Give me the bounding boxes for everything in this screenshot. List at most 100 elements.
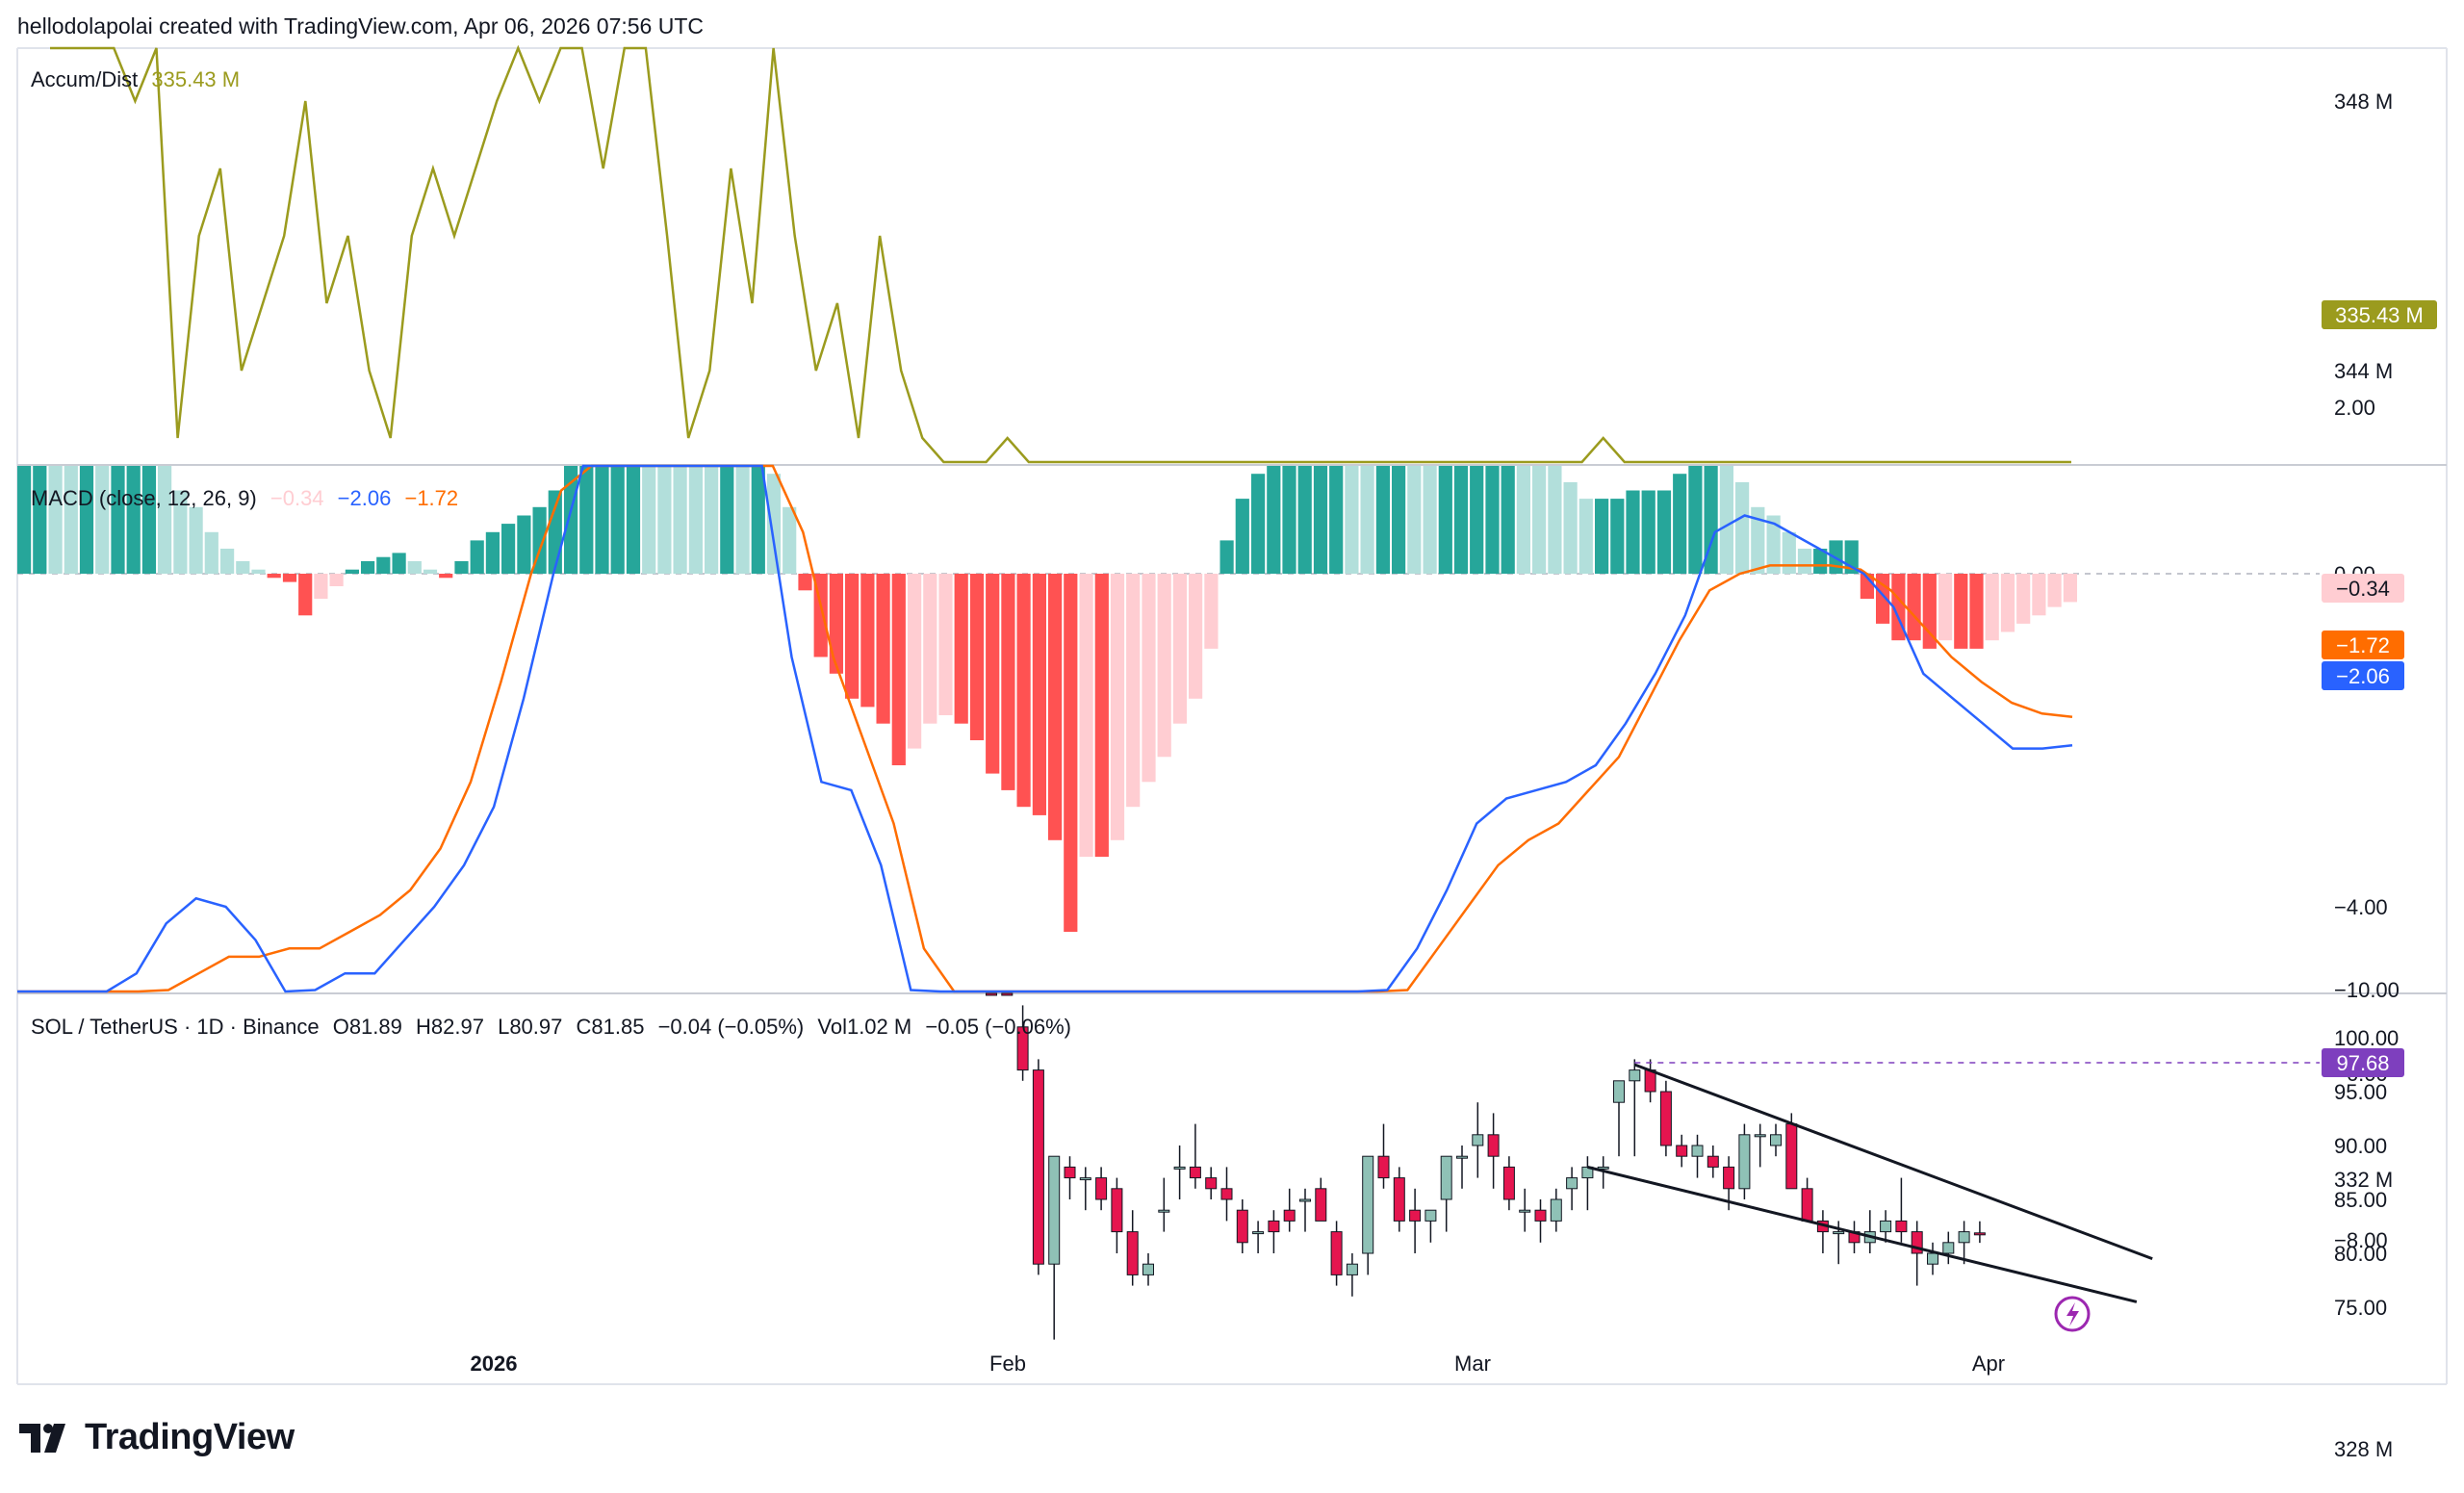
candle-body [1927,1252,1938,1265]
price-axis-label: 80.00 [2334,1242,2387,1266]
candle-body [1487,1134,1500,1157]
macd-histogram-bar [1126,574,1141,808]
trendline-upper [1633,1063,2153,1261]
macd-histogram-bar [1578,499,1593,574]
candle-body [1126,1231,1139,1275]
macd-histogram-bar [329,574,344,586]
macd-histogram-bar [1938,574,1953,641]
macd-histogram-bar [439,574,453,579]
macd-axis-label: 2.00 [2334,396,2375,420]
candle-body [1691,1145,1704,1157]
price-panel [986,992,2320,1340]
macd-histogram-bar [1282,466,1296,574]
macd-histogram-bar [1251,474,1266,574]
macd-histogram-bar [392,553,406,574]
price-axis-label: 75.00 [2334,1296,2387,1320]
macd-histogram-bar [564,466,578,574]
macd-histogram-bar [407,561,422,574]
candle-body [1629,1069,1641,1082]
macd-histogram-bar [64,466,78,574]
tradingview-logo[interactable]: TradingView [19,1417,295,1458]
macd-histogram-bar [1813,549,1828,574]
tradingview-wordmark: TradingView [85,1417,295,1457]
macd-histogram-bar [938,574,953,715]
candle-body [1770,1134,1782,1146]
candle-body [1911,1231,1923,1254]
signal-tag-text: −1.72 [2336,633,2390,657]
macd-histogram-bar [1907,574,1921,641]
macd-histogram-bar [2047,574,2062,607]
ad-axis-label: 328 M [2334,1437,2393,1461]
macd-histogram-bar [1016,574,1031,808]
macd-histogram-bar [1563,481,1578,574]
candle-body [1597,1166,1609,1170]
accum-dist-panel [50,44,2071,464]
macd-histogram-bar [1532,466,1547,574]
candle-body [1440,1155,1452,1200]
macd-histogram-bar [891,574,906,765]
candle-body [1895,1220,1908,1233]
candle-body [1016,1026,1029,1071]
macd-histogram-bar [1219,540,1234,574]
macd-tag-text: −2.06 [2336,664,2390,688]
macd-histogram-bar [1548,466,1562,574]
macd-histogram-bar [236,561,250,574]
candle-body [1377,1155,1390,1179]
ad-legend-value: 335.43 M [151,67,241,91]
ad-axis-label: 344 M [2334,359,2393,383]
candle-body [1001,992,1014,996]
macd-histogram-bar [1189,574,1203,699]
macd-histogram-bar [501,524,516,574]
macd-histogram-bar [345,569,359,574]
macd-histogram-bar [1626,490,1640,574]
macd-histogram-bar [204,531,218,575]
macd-tag [2322,661,2404,690]
macd-histogram-bar [673,466,687,574]
candle-body [1393,1177,1405,1222]
ad-legend: Accum/Dist 335.43 M [31,67,247,92]
macd-legend: MACD (close, 12, 26, 9) −0.34 −2.06 −1.7… [31,486,466,511]
macd-histogram-bar [595,466,609,574]
candle-body [1550,1198,1562,1222]
volume-label: Vol1.02 M [817,1015,912,1039]
macd-histogram-bar [189,506,203,574]
candle-body [1566,1177,1578,1190]
macd-line [17,464,2073,993]
high-price-tag-text: 97.68 [2336,1051,2389,1075]
macd-histogram-bar [126,466,141,574]
ad-line [50,44,2071,464]
lightning-bolt-shape [2066,1302,2079,1326]
macd-histogram-bar [1032,574,1046,815]
macd-histogram-bar [485,531,500,575]
macd-histogram-bar [79,466,94,574]
candle-body [1299,1198,1311,1202]
candle-body [1205,1177,1218,1190]
macd-histogram-bar [282,574,297,582]
ohlc-open: O81.89 [332,1015,402,1039]
macd-histogram-bar [1110,574,1125,840]
macd-histogram-bar [876,574,890,724]
macd-histogram-bar [1656,490,1672,574]
candle-body [1785,1123,1798,1190]
macd-histogram-bar [1797,549,1812,574]
macd-histogram-bar [220,549,235,574]
macd-histogram-bar [1423,466,1437,574]
macd-histogram-bar [579,466,594,574]
lightning-alert-icon[interactable] [2054,1296,2091,1332]
macd-histogram-bar [720,466,734,574]
macd-histogram-bar [1267,466,1281,574]
macd-histogram-bar [1610,499,1625,574]
ad-current-tag [2322,300,2437,329]
candle-body [1315,1188,1327,1222]
macd-histogram-bar [688,466,703,574]
macd-histogram-bar [1172,574,1187,724]
price-tags: 335.43 M −0.34 −1.72 −2.06 97.68 [2322,300,2437,1077]
ohlc-close: C81.85 [576,1015,645,1039]
macd-histogram-bar [829,574,843,674]
macd-histogram-bar [923,574,937,724]
candle-body [1236,1209,1248,1244]
macd-histogram-bar [751,466,765,574]
macd-histogram-bar [1204,574,1219,649]
